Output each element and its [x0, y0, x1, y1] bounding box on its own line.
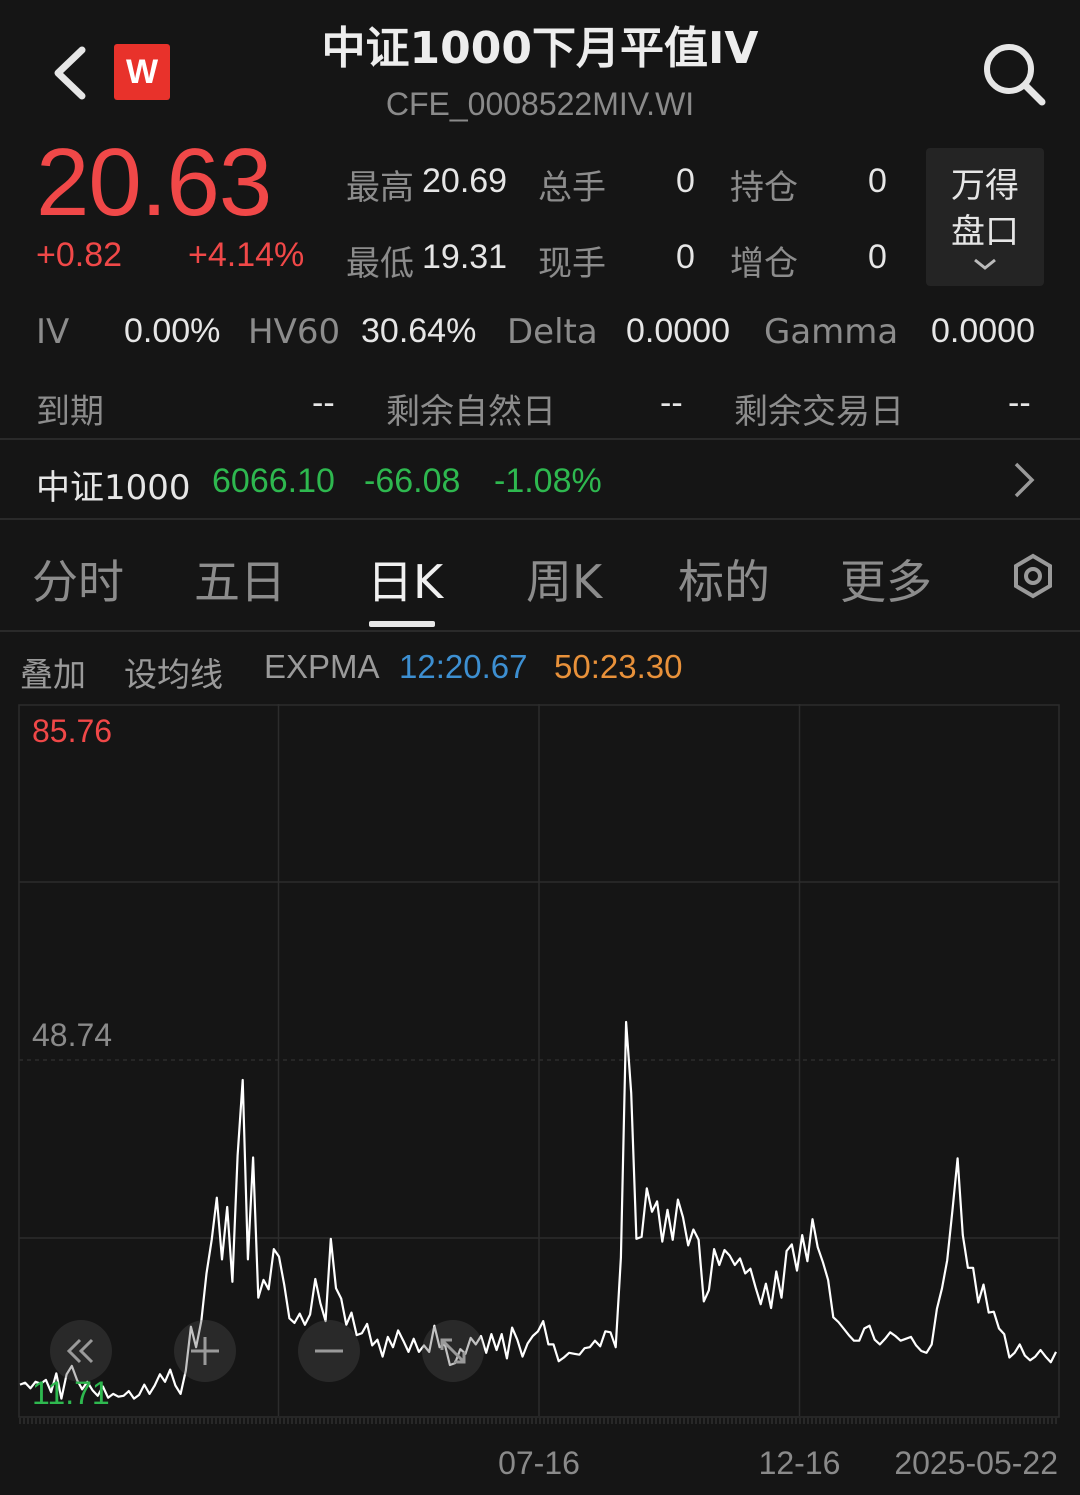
chevron-down-icon — [974, 258, 996, 270]
index-change-pct: -1.08% — [494, 462, 602, 500]
chart-grid — [18, 704, 1060, 1424]
tab-five-day[interactable]: 五日 — [194, 555, 286, 609]
trading-days-label: 剩余交易日 — [734, 392, 904, 432]
index-change: -66.08 — [364, 462, 461, 500]
wind-depth-panel-button[interactable]: 万得 盘口 — [926, 148, 1044, 286]
iv-line-chart[interactable]: 85.76 48.74 11.71 07-16 12-16 2025-05-22 — [18, 704, 1062, 1484]
gamma-label: Gamma — [764, 312, 899, 352]
y-max-label: 85.76 — [32, 713, 112, 749]
index-name: 中证1000 — [36, 468, 191, 508]
zoom-out-button[interactable] — [298, 1320, 360, 1382]
y-mid-label: 48.74 — [32, 1017, 112, 1053]
page-title: 中证1000下月平值IV — [321, 23, 759, 74]
last-price: 20.63 — [36, 129, 272, 236]
active-tab-indicator — [369, 621, 435, 627]
iv-label: IV — [36, 312, 70, 352]
delta-label: Delta — [507, 312, 598, 352]
divider — [0, 518, 1080, 520]
divider — [0, 438, 1080, 440]
back-icon[interactable] — [44, 38, 104, 108]
delta-value: 0.0000 — [626, 312, 730, 350]
tab-underlying[interactable]: 标的 — [678, 555, 770, 609]
overlay-button[interactable]: 叠加 — [20, 655, 86, 694]
x-axis-label: 12-16 — [759, 1445, 841, 1481]
tab-more[interactable]: 更多 — [840, 555, 932, 609]
fullscreen-button[interactable] — [422, 1320, 484, 1382]
wind-logo-text: W — [125, 52, 159, 91]
expma50-value: 50:23.30 — [554, 648, 683, 685]
natural-days-label: 剩余自然日 — [386, 392, 556, 432]
expma-label: EXPMA — [264, 648, 380, 685]
set-ma-button[interactable]: 设均线 — [124, 655, 223, 694]
expma12-value: 12:20.67 — [399, 648, 528, 685]
hv60-label: HV60 — [248, 312, 341, 352]
rewind-button[interactable] — [50, 1320, 112, 1382]
tab-daily-k[interactable]: 日K — [367, 555, 444, 609]
rewind-icon — [66, 1338, 94, 1364]
oi-change-value: 0 — [868, 238, 887, 276]
current-volume-label: 现手 — [538, 244, 606, 284]
x-axis-label: 2025-05-22 — [894, 1445, 1058, 1481]
iv-series-line — [19, 1020, 1057, 1400]
underlying-index-row[interactable]: 中证1000 6066.10 -66.08 -1.08% — [0, 440, 1080, 520]
tab-weekly-k[interactable]: 周K — [526, 555, 603, 609]
security-code: CFE_0008522MIV.WI — [385, 86, 695, 122]
iv-value: 0.00% — [124, 312, 221, 350]
hv60-value: 30.64% — [361, 312, 477, 350]
settings-icon[interactable] — [1012, 553, 1054, 599]
chevron-right-icon — [1014, 462, 1035, 498]
price-change: +0.82 — [36, 236, 123, 274]
panel-line2: 盘口 — [951, 212, 1019, 252]
low-value: 19.31 — [422, 238, 508, 276]
expiry-label: 到期 — [36, 392, 104, 432]
total-volume-value: 0 — [676, 162, 695, 200]
x-axis-label: 07-16 — [498, 1445, 580, 1481]
zoom-in-button[interactable] — [174, 1320, 236, 1382]
tab-intraday[interactable]: 分时 — [32, 555, 124, 609]
expiry-value: -- — [312, 384, 335, 422]
low-label: 最低 — [346, 244, 414, 284]
y-min-label: 11.71 — [32, 1375, 110, 1411]
minus-icon — [315, 1349, 343, 1353]
price-change-pct: +4.14% — [188, 236, 305, 274]
natural-days-value: -- — [660, 384, 683, 422]
panel-line1: 万得 — [951, 166, 1019, 206]
index-value: 6066.10 — [212, 462, 335, 500]
trading-days-value: -- — [1008, 384, 1031, 422]
high-value: 20.69 — [422, 162, 508, 200]
search-icon[interactable] — [978, 38, 1048, 108]
wind-logo: W — [114, 44, 170, 100]
total-volume-label: 总手 — [538, 168, 606, 208]
plus-icon — [191, 1337, 219, 1365]
high-label: 最高 — [346, 168, 414, 208]
divider — [0, 630, 1080, 632]
oi-change-label: 增仓 — [730, 244, 798, 284]
current-volume-value: 0 — [676, 238, 695, 276]
open-interest-value: 0 — [868, 162, 887, 200]
expand-icon — [440, 1338, 466, 1364]
open-interest-label: 持仓 — [730, 168, 798, 208]
gamma-value: 0.0000 — [931, 312, 1035, 350]
